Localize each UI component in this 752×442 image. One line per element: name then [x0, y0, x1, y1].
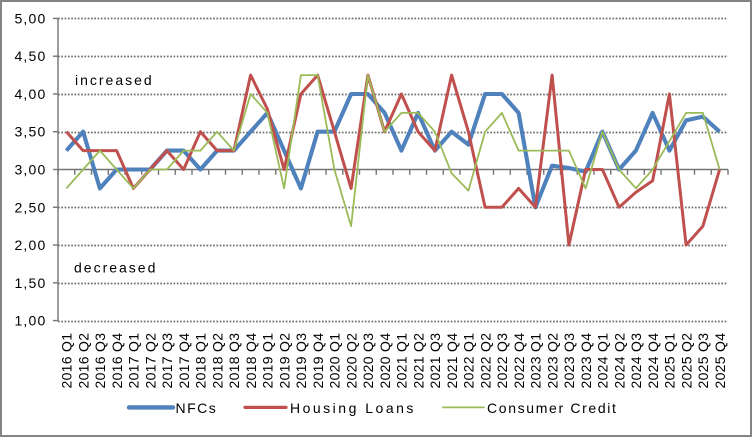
svg-text:2022 Q3: 2022 Q3 [494, 333, 510, 389]
svg-text:1,00: 1,00 [14, 313, 46, 329]
svg-text:NFCs: NFCs [176, 400, 218, 416]
svg-text:2022 Q2: 2022 Q2 [477, 333, 493, 389]
svg-text:2023 Q3: 2023 Q3 [561, 333, 577, 389]
svg-text:5,00: 5,00 [14, 10, 46, 26]
svg-text:2020 Q1: 2020 Q1 [327, 333, 343, 389]
svg-text:2019 Q4: 2019 Q4 [310, 333, 326, 389]
svg-text:2020 Q4: 2020 Q4 [377, 333, 393, 389]
svg-text:increased: increased [75, 72, 154, 88]
svg-text:2021 Q3: 2021 Q3 [427, 333, 443, 389]
svg-text:decreased: decreased [74, 260, 157, 276]
svg-text:2025 Q2: 2025 Q2 [678, 333, 694, 389]
svg-text:2017 Q4: 2017 Q4 [176, 333, 192, 389]
svg-text:2023 Q4: 2023 Q4 [578, 333, 594, 389]
svg-text:2017 Q2: 2017 Q2 [142, 333, 158, 389]
svg-text:2025 Q1: 2025 Q1 [662, 333, 678, 389]
svg-text:2025 Q3: 2025 Q3 [695, 333, 711, 389]
svg-text:2016 Q4: 2016 Q4 [109, 333, 125, 389]
svg-text:Housing Loans: Housing Loans [290, 400, 416, 416]
svg-text:2024 Q2: 2024 Q2 [611, 333, 627, 389]
svg-text:2019 Q3: 2019 Q3 [293, 333, 309, 389]
svg-text:2025 Q4: 2025 Q4 [712, 333, 728, 389]
svg-text:2024 Q1: 2024 Q1 [595, 333, 611, 389]
svg-text:2018 Q4: 2018 Q4 [243, 333, 259, 389]
svg-text:2023 Q2: 2023 Q2 [544, 333, 560, 389]
svg-text:2022 Q1: 2022 Q1 [461, 333, 477, 389]
svg-text:3,50: 3,50 [14, 124, 46, 140]
svg-text:2016 Q2: 2016 Q2 [75, 333, 91, 389]
svg-text:2019 Q2: 2019 Q2 [276, 333, 292, 389]
svg-text:2016 Q3: 2016 Q3 [92, 333, 108, 389]
svg-text:2021 Q4: 2021 Q4 [444, 333, 460, 389]
svg-text:3,00: 3,00 [14, 162, 46, 178]
svg-text:2020 Q2: 2020 Q2 [343, 333, 359, 389]
svg-text:1,50: 1,50 [14, 275, 46, 291]
svg-text:2018 Q2: 2018 Q2 [209, 333, 225, 389]
svg-text:2018 Q1: 2018 Q1 [193, 333, 209, 389]
svg-text:2024 Q3: 2024 Q3 [628, 333, 644, 389]
svg-text:2019 Q1: 2019 Q1 [260, 333, 276, 389]
svg-text:4,50: 4,50 [14, 48, 46, 64]
svg-text:Consumer Credit: Consumer Credit [487, 400, 618, 416]
svg-text:2020 Q3: 2020 Q3 [360, 333, 376, 389]
svg-text:2023 Q1: 2023 Q1 [528, 333, 544, 389]
svg-text:2021 Q2: 2021 Q2 [410, 333, 426, 389]
svg-text:2018 Q3: 2018 Q3 [226, 333, 242, 389]
svg-text:2022 Q4: 2022 Q4 [511, 333, 527, 389]
svg-text:2024 Q4: 2024 Q4 [645, 333, 661, 389]
svg-text:2017 Q1: 2017 Q1 [126, 333, 142, 389]
svg-text:2021 Q1: 2021 Q1 [394, 333, 410, 389]
svg-text:2017 Q3: 2017 Q3 [159, 333, 175, 389]
svg-text:2,50: 2,50 [14, 199, 46, 215]
svg-text:2016 Q1: 2016 Q1 [59, 333, 75, 389]
svg-text:2,00: 2,00 [14, 237, 46, 253]
svg-text:4,00: 4,00 [14, 86, 46, 102]
